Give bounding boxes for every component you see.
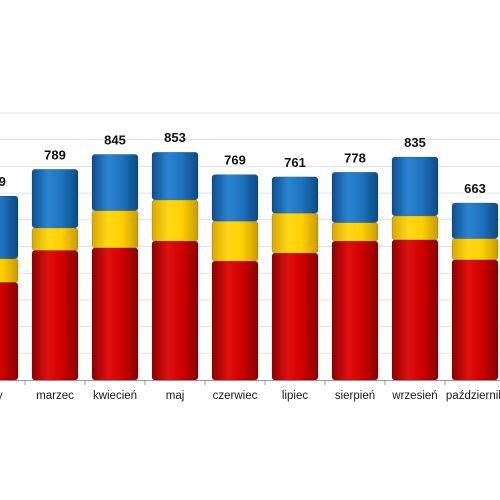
x-axis-labels: uty marzec kwiecień maj czerwiec lipiec sierpi… (0, 390, 500, 402)
x-tick-label-luty: uty (0, 390, 3, 402)
x-tick-label-marzec: marzec (36, 390, 74, 402)
bar-segment-luty (0, 282, 19, 381)
bar-segment-kwiecień (91, 247, 139, 381)
total-label-marzec: 789 (44, 147, 66, 162)
bar-segment-czerwiec (211, 260, 259, 381)
bar-segment-czerwiec (211, 174, 259, 222)
bar-segment-marzec (31, 250, 79, 381)
total-label-luty: 689 (0, 174, 6, 189)
bar-segment-wrzesień (391, 215, 439, 241)
bar-segment-lipiec (271, 212, 319, 254)
total-label-lipiec: 761 (284, 155, 306, 170)
x-tick-label-lipiec: lipiec (282, 390, 308, 402)
total-label-wrzesień: 835 (404, 135, 426, 150)
total-label-kwiecień: 845 (104, 132, 126, 147)
bar-segment-kwiecień (91, 210, 139, 249)
bar-segment-maj (151, 199, 199, 242)
x-tick-label-czerwiec: czerwiec (213, 390, 258, 402)
bar-segment-maj (151, 240, 199, 381)
bar-segment-październik (451, 202, 499, 239)
x-tick-label-październik: październik (446, 390, 500, 402)
bar-segment-maj (151, 151, 199, 201)
bar-segment-wrzesień (391, 239, 439, 381)
x-tick-label-sierpień: sierpień (335, 390, 375, 402)
bar-segment-sierpień (331, 171, 379, 223)
bar-segment-październik (451, 238, 499, 261)
bar-segment-lipiec (271, 176, 319, 214)
bar-segment-sierpień (331, 222, 379, 242)
x-tick-label-maj: maj (166, 390, 185, 402)
total-label-sierpień: 778 (344, 150, 366, 165)
x-tick-label-wrzesień: wrzesień (391, 390, 437, 402)
bar-segment-październik (451, 259, 499, 381)
bars-group (0, 151, 499, 381)
total-label-październik: 663 (464, 181, 486, 196)
bar-segment-luty (0, 258, 19, 283)
bar-segment-marzec (31, 227, 79, 251)
bar-segment-wrzesień (391, 156, 439, 217)
total-labels-group: 689 789 845 853 769 761 778 835 663 (0, 130, 486, 196)
total-label-czerwiec: 769 (224, 153, 246, 168)
bar-segment-marzec (31, 169, 79, 229)
bar-segment-kwiecień (91, 154, 139, 211)
total-label-maj: 853 (164, 130, 186, 145)
bar-segment-luty (0, 195, 19, 259)
x-tick-label-kwiecień: kwiecień (93, 390, 137, 402)
bar-segment-czerwiec (211, 220, 259, 262)
bar-segment-sierpień (331, 240, 379, 381)
bar-segment-lipiec (271, 252, 319, 381)
